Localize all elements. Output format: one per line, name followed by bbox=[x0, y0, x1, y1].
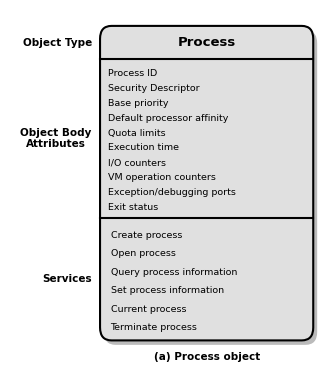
Text: Exception/debugging ports: Exception/debugging ports bbox=[108, 188, 236, 197]
Text: Query process information: Query process information bbox=[111, 268, 237, 277]
Text: (a) Process object: (a) Process object bbox=[154, 352, 260, 362]
Text: Process: Process bbox=[177, 36, 236, 49]
Text: Create process: Create process bbox=[111, 231, 182, 240]
Text: I/O counters: I/O counters bbox=[108, 158, 166, 167]
Text: Default processor affinity: Default processor affinity bbox=[108, 114, 229, 122]
Text: Object Body
Attributes: Object Body Attributes bbox=[20, 128, 92, 149]
FancyBboxPatch shape bbox=[104, 30, 317, 345]
Text: Process ID: Process ID bbox=[108, 69, 157, 78]
Text: Base priority: Base priority bbox=[108, 99, 169, 108]
Text: Exit status: Exit status bbox=[108, 203, 158, 212]
Text: Quota limits: Quota limits bbox=[108, 128, 166, 138]
Text: Execution time: Execution time bbox=[108, 144, 179, 152]
Text: Current process: Current process bbox=[111, 305, 186, 314]
Text: Security Descriptor: Security Descriptor bbox=[108, 84, 200, 93]
Text: Terminate process: Terminate process bbox=[111, 323, 197, 332]
Text: Object Type: Object Type bbox=[23, 37, 92, 48]
Text: Services: Services bbox=[42, 274, 92, 284]
FancyBboxPatch shape bbox=[100, 26, 313, 340]
Text: VM operation counters: VM operation counters bbox=[108, 173, 216, 182]
Text: Open process: Open process bbox=[111, 249, 175, 258]
Text: Set process information: Set process information bbox=[111, 286, 224, 295]
